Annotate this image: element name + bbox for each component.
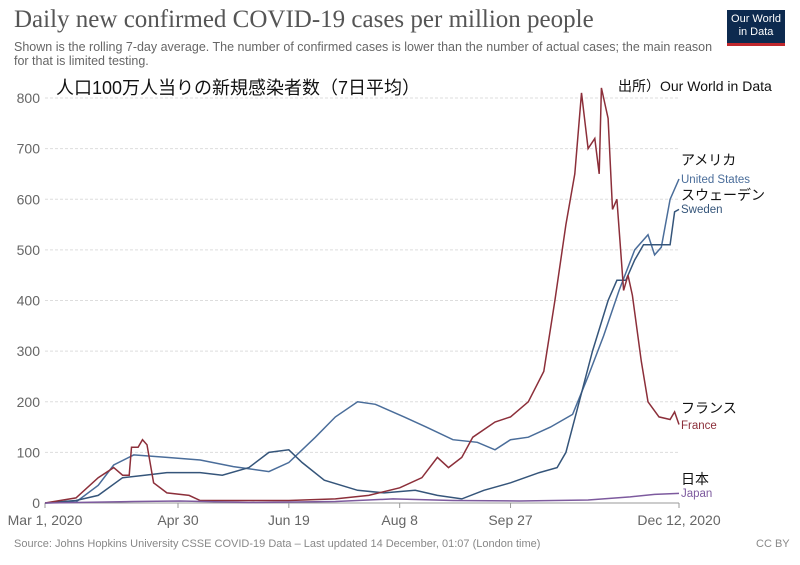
series-label-jp: フランス — [681, 400, 737, 416]
x-tick-label: Dec 12, 2020 — [637, 512, 720, 528]
x-tick-label: Jun 19 — [268, 512, 310, 528]
owid-logo[interactable]: Our World in Data — [727, 10, 785, 46]
series-line-united-states — [44, 178, 680, 504]
x-tick-label: Mar 1, 2020 — [8, 512, 83, 528]
series-label-jp: スウェーデン — [681, 187, 765, 203]
y-tick-label: 100 — [17, 444, 41, 460]
series-label-jp: 日本 — [681, 471, 709, 487]
logo-line1: Our World — [731, 13, 781, 25]
y-tick-label: 600 — [17, 191, 41, 207]
series-label-jp: アメリカ — [681, 152, 736, 168]
series-line-france — [44, 87, 680, 504]
y-tick-label: 700 — [17, 141, 41, 157]
x-tick-label: Apr 30 — [157, 512, 198, 528]
series-line-sweden — [44, 208, 680, 504]
x-tick-label: Sep 27 — [488, 512, 533, 528]
source-note: Source: Johns Hopkins University CSSE CO… — [14, 538, 541, 550]
series-label: Japan — [681, 488, 712, 500]
logo-line2: in Data — [738, 26, 774, 38]
japanese-source: 出所）Our World in Data — [618, 78, 772, 94]
y-tick-label: 0 — [32, 495, 40, 511]
chart-title: Daily new confirmed COVID-19 cases per m… — [14, 6, 594, 33]
y-tick-label: 800 — [17, 90, 41, 106]
y-tick-label: 300 — [17, 343, 41, 359]
series-line-japan — [44, 492, 680, 504]
y-tick-label: 500 — [17, 242, 41, 258]
chart-subtitle: Shown is the rolling 7-day average. The … — [14, 40, 713, 68]
series-label: Sweden — [681, 204, 723, 216]
y-tick-label: 200 — [17, 394, 41, 410]
japanese-title: 人口100万人当りの新規感染者数（7日平均） — [56, 78, 421, 98]
series-label: United States — [681, 174, 750, 186]
series-label: France — [681, 420, 717, 432]
y-tick-label: 400 — [17, 293, 41, 309]
x-tick-label: Aug 8 — [381, 512, 418, 528]
license: CC BY — [756, 538, 790, 550]
